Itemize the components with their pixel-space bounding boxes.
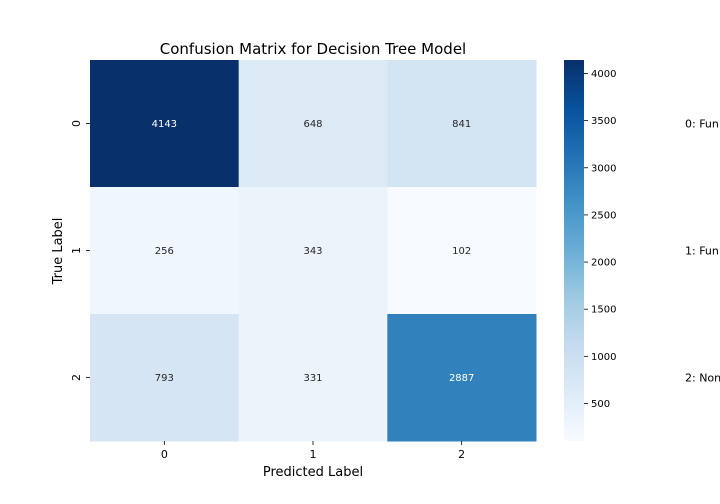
colorbar-tick-label: 500 [591,399,610,410]
heatmap-cell [90,187,240,315]
y-axis-label: True Label [51,218,66,286]
colorbar-tick-label: 2000 [591,258,616,269]
side-label: 1: Fun [685,245,719,258]
x-tick-label: 0 [161,448,168,461]
y-tick-label: 1 [70,247,83,254]
heatmap-cell [238,314,388,442]
colorbar-tick-label: 1500 [591,305,616,316]
chart-title: Confusion Matrix for Decision Tree Model [160,40,466,58]
cell-value-label: 331 [303,373,322,384]
heatmap-cell [238,187,388,315]
cell-value-label: 343 [303,246,322,257]
x-axis: 0 1 2 [161,441,465,461]
colorbar-tick-label: 3000 [591,163,616,174]
heatmap-cell [90,60,240,188]
y-tick-label: 2 [70,374,83,381]
heatmap-cell-labels: 4143 648 841 256 343 102 793 331 2887 [152,119,475,384]
heatmap-cell [90,314,240,442]
cell-value-label: 2887 [449,373,474,384]
colorbar-tick-label: 3500 [591,116,616,127]
colorbar-tick-label: 1000 [591,352,616,363]
heatmap-cells [90,60,537,442]
colorbar-tick-label: 4000 [591,69,616,80]
cell-value-label: 793 [155,373,174,384]
y-axis: 0 1 2 [70,120,90,381]
x-tick-label: 2 [458,448,465,461]
heatmap-cell [387,314,537,442]
heatmap-cell [387,60,537,188]
y-tick-label: 0 [70,120,83,127]
side-label: 2: Non [685,372,720,385]
x-axis-label: Predicted Label [263,465,363,480]
heatmap-cell [387,187,537,315]
cell-value-label: 648 [303,119,322,130]
x-tick-label: 1 [310,448,317,461]
colorbar [564,60,584,441]
heatmap-cell [238,60,388,188]
cell-value-label: 256 [155,246,174,257]
colorbar-ticks: 500 1000 1500 2000 2500 3000 3500 4000 [584,69,616,410]
cell-value-label: 4143 [152,119,177,130]
side-label: 0: Fun [685,118,719,131]
cell-value-label: 102 [452,246,471,257]
side-labels: 0: Fun 1: Fun 2: Non [685,118,720,385]
colorbar-tick-label: 2500 [591,210,616,221]
cell-value-label: 841 [452,119,471,130]
